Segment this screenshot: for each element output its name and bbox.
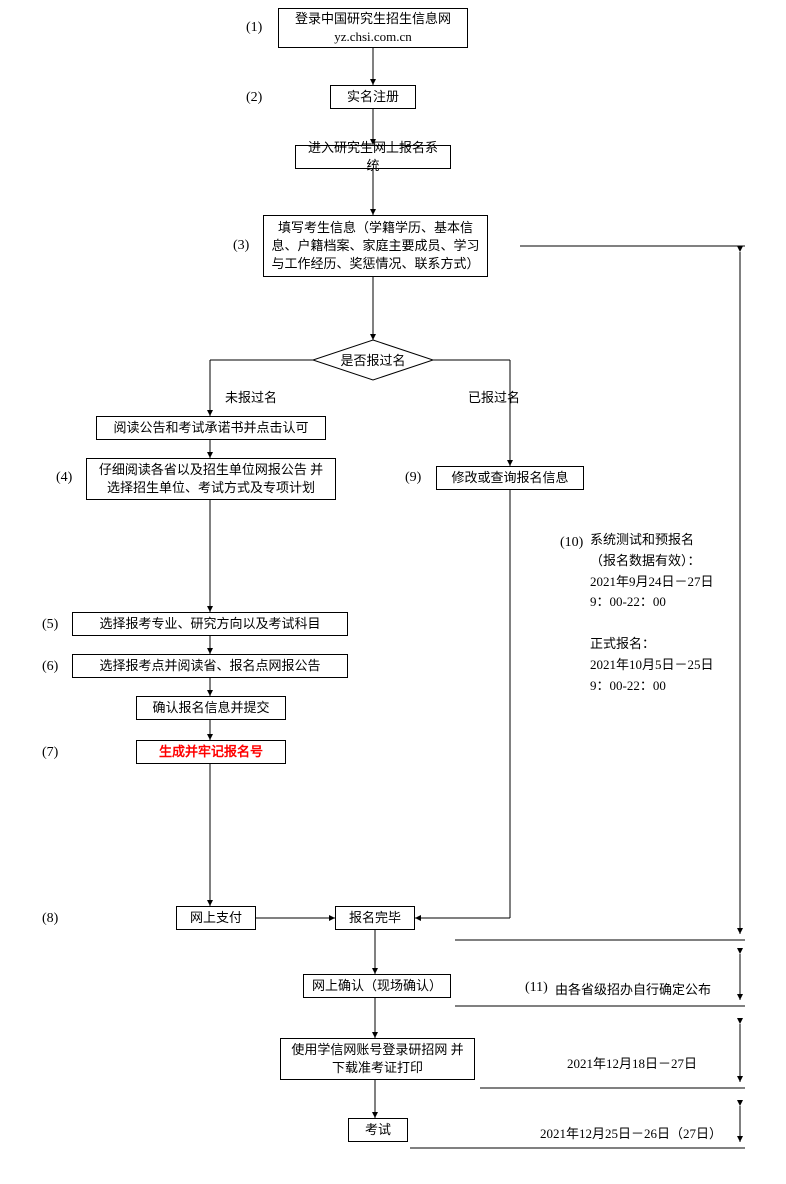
- step-number-s1: (1): [246, 20, 262, 36]
- step-number-s11: (11): [525, 980, 548, 996]
- node-n12: 报名完毕: [335, 906, 415, 930]
- annotation-a13: 2021年12月25日－26日（27日）: [540, 1124, 722, 1145]
- node-n3: 进入研究生网上报名系统: [295, 145, 451, 169]
- node-n6: 仔细阅读各省以及招生单位网报公告 并选择招生单位、考试方式及专项计划: [86, 458, 336, 500]
- step-number-s4: (4): [56, 470, 72, 486]
- node-n10: 生成并牢记报名号: [136, 740, 286, 764]
- node-n7: 选择报考专业、研究方向以及考试科目: [72, 612, 348, 636]
- node-n8: 选择报考点并阅读省、报名点网报公告: [72, 654, 348, 678]
- node-n15: 考试: [348, 1118, 408, 1142]
- node-n1: 登录中国研究生招生信息网 yz.chsi.com.cn: [278, 8, 468, 48]
- node-n_right: 修改或查询报名信息: [436, 466, 584, 490]
- node-n11: 网上支付: [176, 906, 256, 930]
- step-number-s8: (8): [42, 911, 58, 927]
- node-n5: 阅读公告和考试承诺书并点击认可: [96, 416, 326, 440]
- node-n4: 填写考生信息（学籍学历、基本信息、户籍档案、家庭主要成员、学习与工作经历、奖惩情…: [263, 215, 488, 277]
- step-number-s2: (2): [246, 90, 262, 106]
- step-number-s3: (3): [233, 238, 249, 254]
- node-n2: 实名注册: [330, 85, 416, 109]
- node-n14: 使用学信网账号登录研招网 并下载准考证打印: [280, 1038, 475, 1080]
- node-n13: 网上确认（现场确认）: [303, 974, 451, 998]
- decision-label: 是否报过名: [333, 351, 413, 372]
- annotation-a11: 由各省级招办自行确定公布: [555, 980, 711, 1001]
- step-number-s5: (5): [42, 617, 58, 633]
- step-number-s6: (6): [42, 659, 58, 675]
- annotation-a10: 系统测试和预报名 （报名数据有效）： 2021年9月24日－27日 9：00-2…: [590, 530, 714, 696]
- annotation-a12: 2021年12月18日－27日: [567, 1054, 697, 1075]
- branch-left-label: 未报过名: [225, 388, 277, 409]
- step-number-s9: (9): [405, 470, 421, 486]
- step-number-s7: (7): [42, 745, 58, 761]
- branch-right-label: 已报过名: [468, 388, 520, 409]
- flowchart-canvas: 登录中国研究生招生信息网 yz.chsi.com.cn 实名注册进入研究生网上报名…: [0, 0, 786, 1184]
- step-number-s10: (10): [560, 535, 583, 551]
- node-n9: 确认报名信息并提交: [136, 696, 286, 720]
